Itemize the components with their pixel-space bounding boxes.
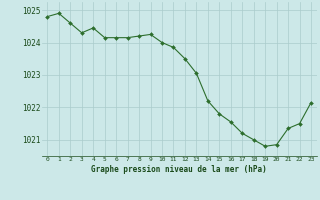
- X-axis label: Graphe pression niveau de la mer (hPa): Graphe pression niveau de la mer (hPa): [91, 165, 267, 174]
